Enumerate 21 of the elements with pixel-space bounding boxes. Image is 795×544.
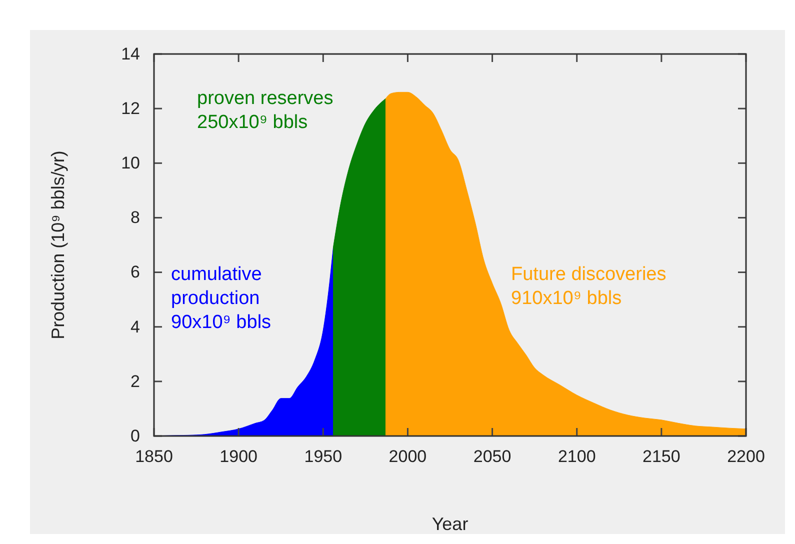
y-tick-label: 14 [121,44,140,64]
y-tick-label: 6 [130,262,140,282]
x-tick-label: 2100 [558,447,596,466]
x-axis-title: Year [432,514,468,534]
x-tick-label: 2050 [473,447,512,466]
y-tick-label: 4 [130,317,140,336]
y-tick-label: 10 [121,154,140,173]
x-tick-label: 1900 [220,447,258,466]
x-tick-label: 1850 [135,447,173,466]
y-tick-label: 8 [130,208,140,228]
x-tick-label: 2150 [642,447,680,466]
y-tick-label: 12 [121,99,140,118]
x-tick-label: 2000 [388,447,427,466]
y-axis-title: Production (10⁹ bbls/yr) [48,150,68,340]
y-tick-label: 2 [130,372,140,391]
annotation: Future discoveries 910x10⁹ bbls [511,264,666,309]
x-tick-label: 1950 [304,447,342,466]
x-tick-label: 2200 [727,447,765,466]
y-tick-label: 0 [130,426,140,446]
annotation: cumulative production 90x10⁹ bbls [171,264,272,333]
annotation: proven reserves 250x10⁹ bbls [197,88,334,133]
